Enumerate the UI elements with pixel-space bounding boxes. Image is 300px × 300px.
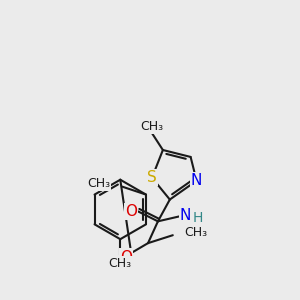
Text: H: H <box>192 212 203 225</box>
Text: CH₃: CH₃ <box>109 257 132 270</box>
Text: N: N <box>180 208 191 223</box>
Text: S: S <box>147 170 157 185</box>
Text: N: N <box>191 173 202 188</box>
Text: O: O <box>120 250 132 265</box>
Text: O: O <box>125 204 137 219</box>
Text: CH₃: CH₃ <box>87 177 110 190</box>
Text: CH₃: CH₃ <box>185 226 208 239</box>
Text: CH₃: CH₃ <box>140 120 164 133</box>
